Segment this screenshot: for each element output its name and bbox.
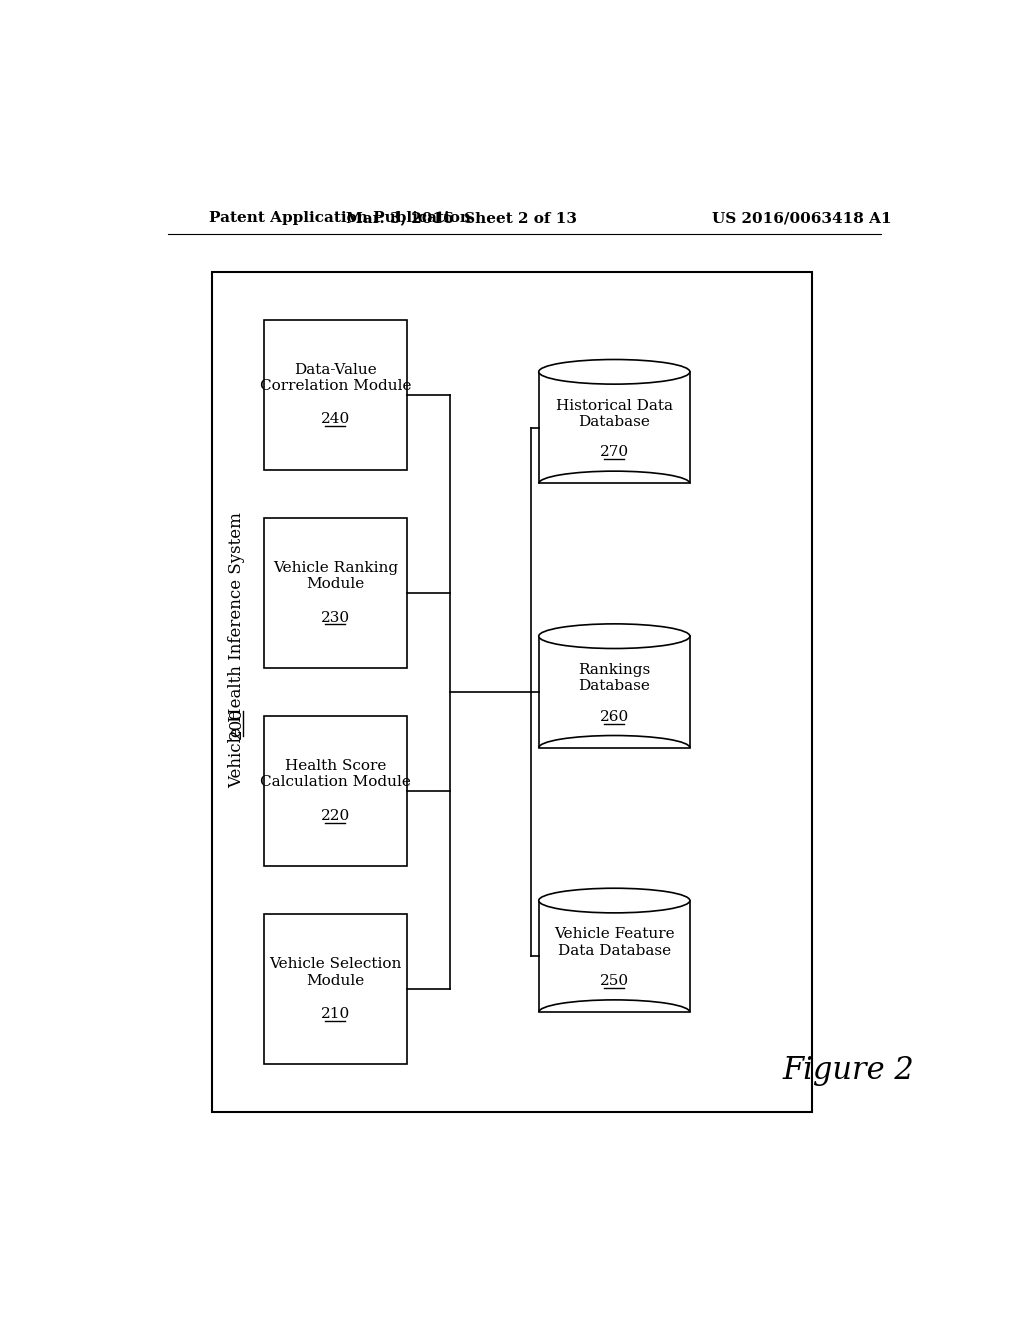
Bar (263, 319, 407, 470)
Ellipse shape (539, 359, 690, 384)
Text: Health Score
Calculation Module: Health Score Calculation Module (260, 759, 411, 789)
Text: 250: 250 (600, 974, 629, 987)
Ellipse shape (539, 888, 690, 913)
Text: Mar. 3, 2016  Sheet 2 of 13: Mar. 3, 2016 Sheet 2 of 13 (346, 211, 577, 226)
Text: Vehicle Feature
Data Database: Vehicle Feature Data Database (554, 928, 675, 957)
Text: Data-Value
Correlation Module: Data-Value Correlation Module (259, 363, 411, 393)
Bar (263, 715, 407, 866)
Text: Vehicle Health Inference System: Vehicle Health Inference System (228, 512, 245, 788)
Text: 230: 230 (321, 611, 350, 624)
Bar (539, 372, 690, 483)
Bar (212, 272, 812, 1111)
Bar (539, 636, 690, 748)
Text: 270: 270 (600, 445, 629, 459)
Text: 240: 240 (321, 412, 350, 426)
Bar (263, 517, 407, 668)
Text: Figure 2: Figure 2 (783, 1056, 914, 1086)
Text: Vehicle Selection
Module: Vehicle Selection Module (269, 957, 401, 987)
Ellipse shape (539, 624, 690, 648)
Text: 200: 200 (228, 708, 245, 739)
Text: Vehicle Ranking
Module: Vehicle Ranking Module (272, 561, 398, 591)
Text: Rankings
Database: Rankings Database (579, 663, 650, 693)
Bar (263, 915, 407, 1064)
Text: 260: 260 (600, 710, 629, 723)
Text: US 2016/0063418 A1: US 2016/0063418 A1 (713, 211, 892, 226)
Bar (539, 900, 690, 1012)
Text: 210: 210 (321, 1007, 350, 1022)
Text: Patent Application Publication: Patent Application Publication (209, 211, 471, 226)
Text: 220: 220 (321, 809, 350, 822)
Text: Historical Data
Database: Historical Data Database (556, 399, 673, 429)
